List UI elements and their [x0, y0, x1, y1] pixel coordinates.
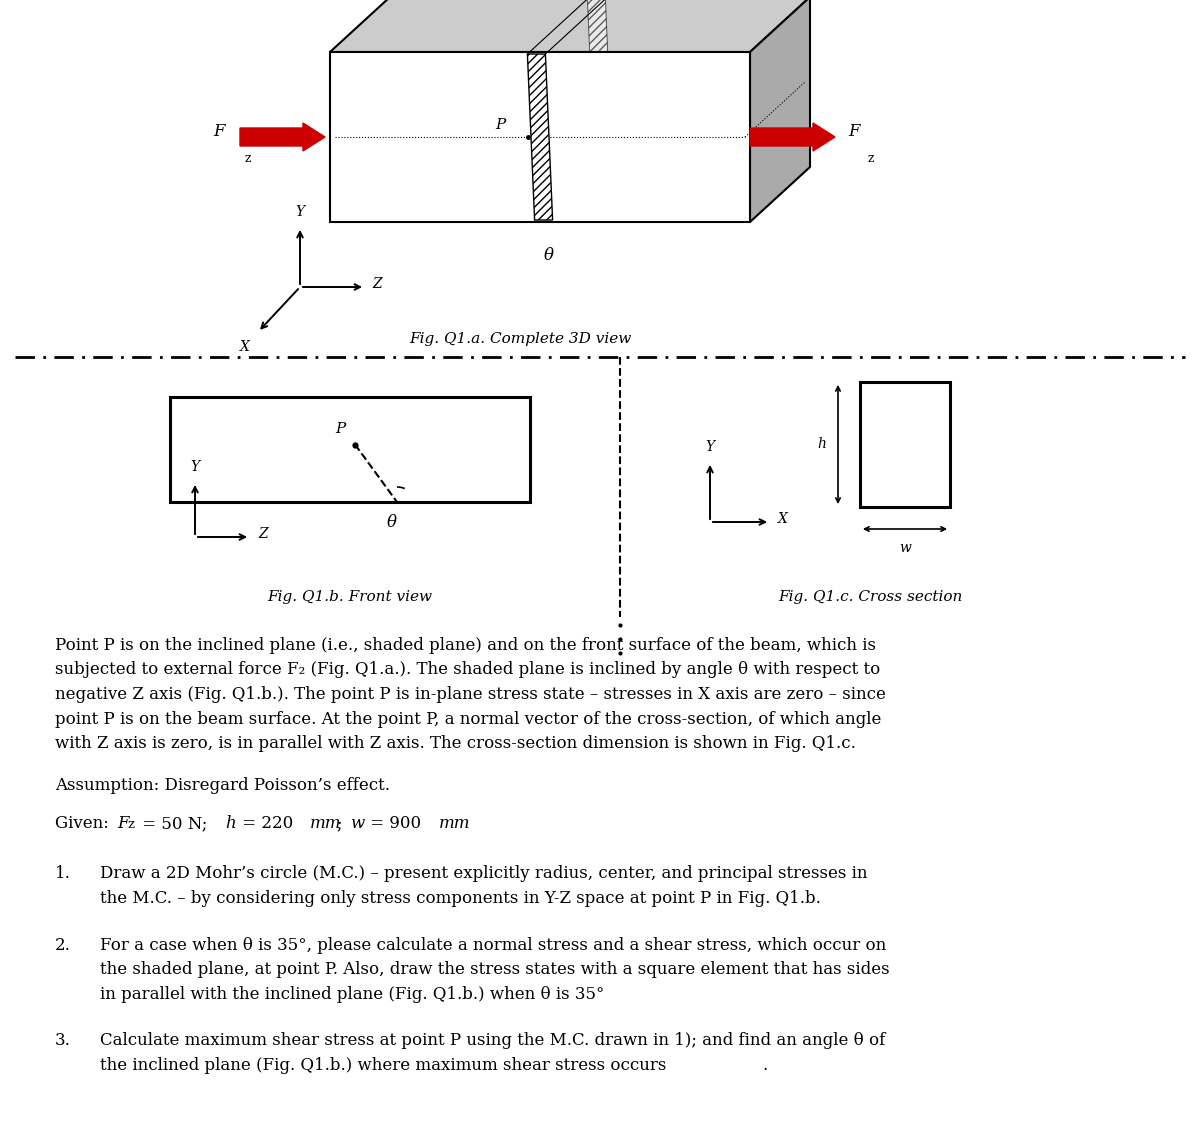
Text: Y: Y [706, 440, 714, 455]
Text: X: X [778, 512, 788, 526]
Text: 3.: 3. [55, 1032, 71, 1049]
Text: = 900: = 900 [365, 815, 426, 833]
Polygon shape [528, 54, 553, 220]
Text: z: z [245, 152, 252, 164]
Text: F: F [118, 815, 128, 833]
Text: the inclined plane (Fig. Q1.b.) where maximum shear stress occurs: the inclined plane (Fig. Q1.b.) where ma… [100, 1056, 666, 1073]
Text: P: P [494, 118, 505, 132]
Text: w: w [899, 541, 911, 555]
Text: Y: Y [295, 206, 305, 219]
Text: Given:: Given: [55, 815, 114, 833]
Text: the shaded plane, at point P. Also, draw the stress states with a square element: the shaded plane, at point P. Also, draw… [100, 962, 889, 978]
Text: mm: mm [310, 815, 342, 833]
Text: F: F [214, 123, 226, 140]
Text: θ: θ [386, 514, 397, 531]
Text: with Z axis is zero, is in parallel with Z axis. The cross-section dimension is : with Z axis is zero, is in parallel with… [55, 735, 856, 751]
Text: Z: Z [258, 526, 268, 541]
Text: in parallel with the inclined plane (Fig. Q1.b.) when θ is 35°: in parallel with the inclined plane (Fig… [100, 986, 605, 1003]
Text: X: X [240, 340, 250, 354]
Text: F: F [848, 123, 859, 140]
Text: Z: Z [372, 278, 382, 291]
Text: Y: Y [191, 460, 199, 474]
FancyArrow shape [240, 123, 325, 151]
Polygon shape [750, 0, 810, 222]
Text: Fig. Q1.b. Front view: Fig. Q1.b. Front view [268, 590, 432, 604]
Polygon shape [330, 53, 750, 222]
Text: 2.: 2. [55, 936, 71, 954]
Text: subjected to external force F₂ (Fig. Q1.a.). The shaded plane is inclined by ang: subjected to external force F₂ (Fig. Q1.… [55, 661, 881, 678]
Text: Assumption: Disregard Poisson’s effect.: Assumption: Disregard Poisson’s effect. [55, 778, 390, 795]
Text: Fig. Q1.c. Cross section: Fig. Q1.c. Cross section [778, 590, 962, 604]
Text: Point P is on the inclined plane (i.e., shaded plane) and on the front surface o: Point P is on the inclined plane (i.e., … [55, 637, 876, 654]
Text: = 50 N;: = 50 N; [137, 815, 212, 833]
Text: point P is on the beam surface. At the point P, a normal vector of the cross-sec: point P is on the beam surface. At the p… [55, 710, 881, 727]
Text: mm: mm [439, 815, 470, 833]
Text: z: z [868, 152, 875, 164]
Text: z: z [127, 819, 134, 831]
Text: = 220: = 220 [238, 815, 299, 833]
Text: ;: ; [337, 815, 348, 833]
Polygon shape [330, 0, 810, 53]
Text: negative Z axis (Fig. Q1.b.). The point P is in-plane stress state – stresses in: negative Z axis (Fig. Q1.b.). The point … [55, 686, 886, 703]
Text: h: h [226, 815, 235, 833]
Text: h: h [817, 437, 826, 451]
Polygon shape [860, 383, 950, 507]
Polygon shape [588, 0, 613, 164]
Text: Draw a 2D Mohr’s circle (M.C.) – present explicitly radius, center, and principa: Draw a 2D Mohr’s circle (M.C.) – present… [100, 866, 868, 883]
Polygon shape [170, 397, 530, 502]
Text: 1.: 1. [55, 866, 71, 883]
Text: w: w [350, 815, 365, 833]
Text: P: P [335, 423, 346, 436]
Text: θ: θ [544, 247, 554, 264]
Text: For a case when θ is 35°, please calculate a normal stress and a shear stress, w: For a case when θ is 35°, please calcula… [100, 936, 887, 954]
Text: the M.C. – by considering only stress components in Y-Z space at point P in Fig.: the M.C. – by considering only stress co… [100, 890, 821, 907]
Text: .: . [762, 1057, 767, 1075]
Text: Fig. Q1.a. Complete 3D view: Fig. Q1.a. Complete 3D view [409, 332, 631, 346]
Text: Calculate maximum shear stress at point P using the M.C. drawn in 1); and find a: Calculate maximum shear stress at point … [100, 1032, 886, 1049]
FancyArrow shape [750, 123, 835, 151]
